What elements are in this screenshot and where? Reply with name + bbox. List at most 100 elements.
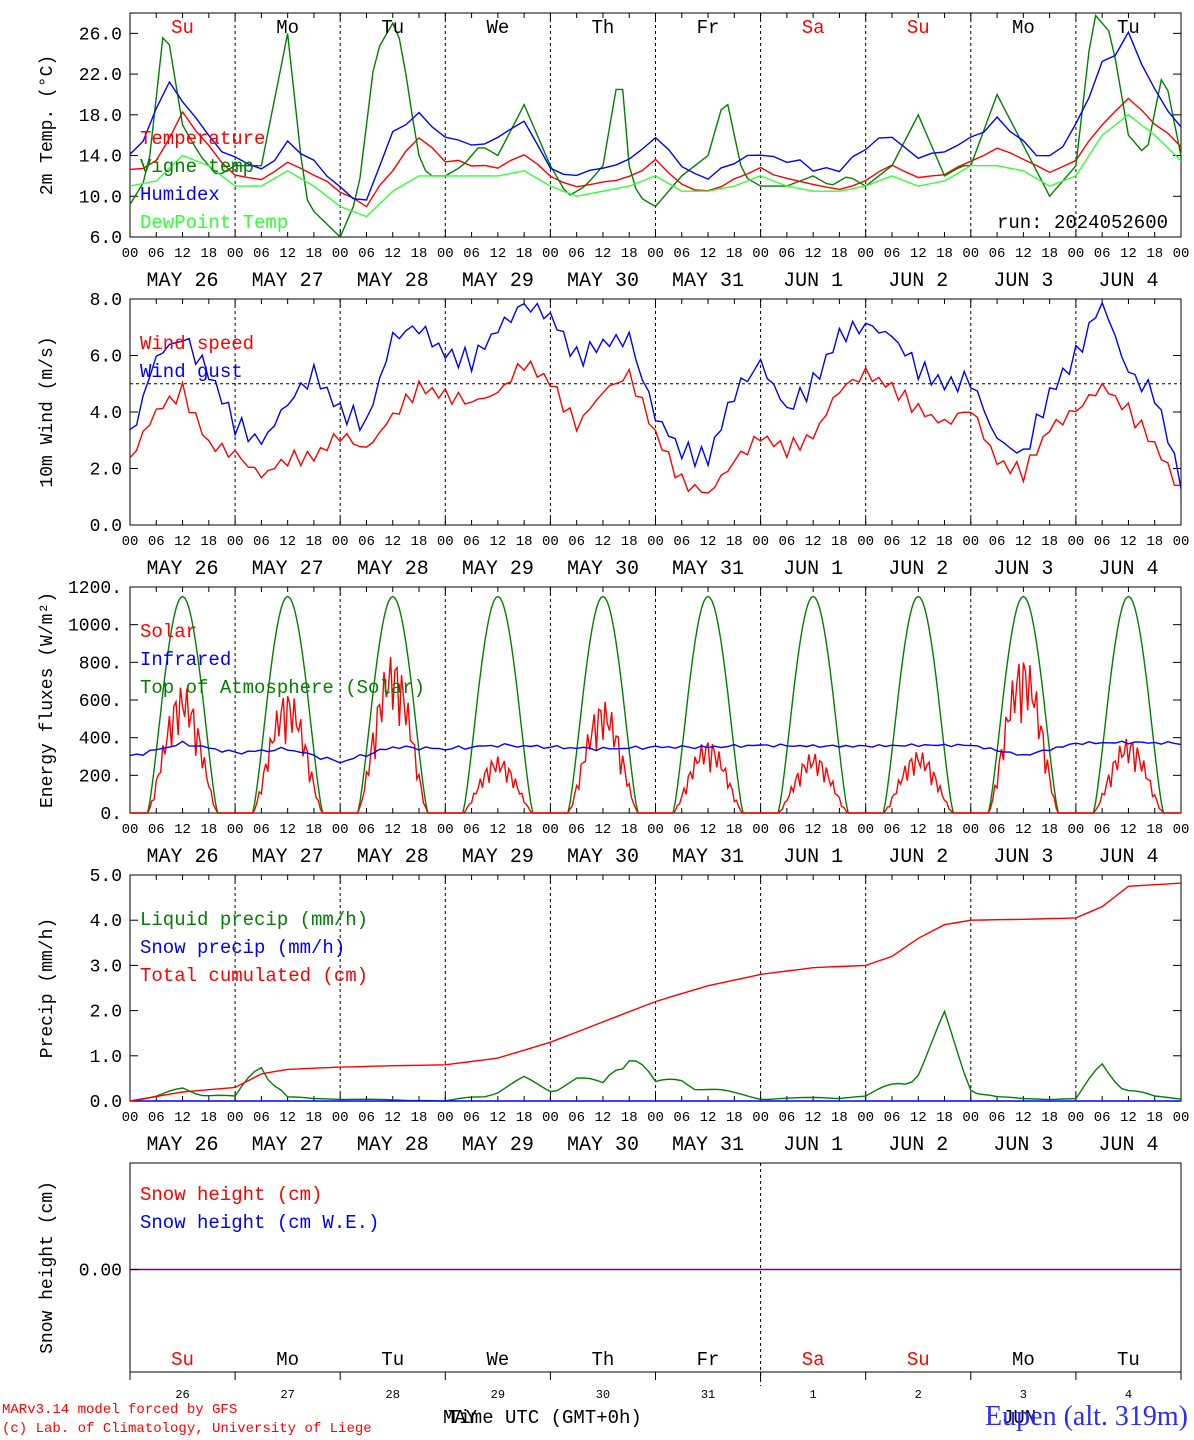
day-label: MAY 27 (252, 846, 324, 869)
hour-tick-label: 12 (805, 1110, 822, 1126)
hour-tick-label: 06 (568, 822, 585, 838)
day-number-label: 3 (1020, 1388, 1027, 1402)
hour-tick-label: 06 (778, 246, 795, 262)
hour-tick-label: 12 (910, 1110, 927, 1126)
y-axis-label-1: 2m Temp. (°C) (38, 55, 58, 195)
series-line-wind-speed (129, 359, 1182, 494)
day-label: MAY 26 (147, 270, 219, 293)
day-label: JUN 4 (1098, 1134, 1158, 1157)
hour-tick-label: 18 (936, 1110, 953, 1126)
hour-tick-label: 00 (542, 1110, 559, 1126)
y-tick-label: 4.0 (90, 404, 122, 424)
day-label: MAY 31 (672, 846, 744, 869)
hour-tick-label: 06 (463, 822, 480, 838)
weekday-label: Mo (1012, 1349, 1035, 1371)
day-number-label: 31 (701, 1388, 715, 1402)
y-tick-label: 3.0 (90, 957, 122, 977)
hour-tick-label: 12 (174, 1110, 191, 1126)
hour-tick-label: 00 (962, 1110, 979, 1126)
y-tick-label: 0. (100, 805, 122, 825)
hour-tick-label: 12 (805, 822, 822, 838)
hour-tick-label: 06 (1094, 822, 1111, 838)
hour-tick-label: 06 (148, 246, 165, 262)
hour-tick-label: 18 (306, 246, 323, 262)
hour-tick-label: 00 (857, 1110, 874, 1126)
day-label: MAY 31 (672, 270, 744, 293)
legend-infrared: Infrared (140, 649, 231, 671)
hour-tick-label: 12 (700, 246, 717, 262)
hour-tick-label: 18 (1146, 534, 1163, 550)
y-tick-label: 18.0 (79, 107, 122, 127)
hour-tick-label: 18 (1041, 1110, 1058, 1126)
x-axis-title: Time UTC (GMT+0h) (448, 1407, 642, 1429)
day-label: MAY 27 (252, 558, 324, 581)
day-label: MAY 27 (252, 270, 324, 293)
series-line-solar (130, 657, 1181, 814)
day-label: JUN 1 (783, 846, 843, 869)
legend-liquid-precip-mm-h-: Liquid precip (mm/h) (140, 909, 368, 931)
hour-tick-label: 18 (1146, 822, 1163, 838)
hour-tick-label: 00 (542, 534, 559, 550)
hour-tick-label: 18 (200, 246, 217, 262)
y-tick-label: 6.0 (90, 229, 122, 249)
hour-tick-label: 18 (1041, 534, 1058, 550)
legend-wind-speed: Wind speed (140, 333, 254, 355)
weekday-label: Mo (276, 1349, 299, 1371)
day-label: MAY 30 (567, 846, 639, 869)
hour-tick-label: 18 (831, 246, 848, 262)
hour-tick-label: 12 (279, 534, 296, 550)
hour-tick-label: 00 (227, 246, 244, 262)
weekday-label: Tu (381, 1349, 404, 1371)
day-label: MAY 31 (672, 558, 744, 581)
hour-tick-label: 00 (542, 822, 559, 838)
hour-tick-label: 06 (884, 822, 901, 838)
weekday-label: Fr (697, 17, 720, 39)
hour-tick-label: 06 (148, 534, 165, 550)
day-label: JUN 1 (783, 558, 843, 581)
day-number-label: 2 (915, 1388, 922, 1402)
y-tick-label: 6.0 (90, 348, 122, 368)
hour-tick-label: 18 (1041, 822, 1058, 838)
y-axis-label-2: 10m Wind (m/s) (38, 336, 58, 487)
hour-tick-label: 06 (1094, 246, 1111, 262)
hour-tick-label: 12 (384, 246, 401, 262)
hour-tick-label: 12 (595, 534, 612, 550)
hour-tick-label: 18 (516, 534, 533, 550)
hour-tick-label: 12 (805, 534, 822, 550)
day-label: MAY 28 (357, 558, 429, 581)
weekday-label: Su (171, 17, 194, 39)
weekday-label: Su (171, 1349, 194, 1371)
weekday-label: Su (907, 17, 930, 39)
hour-tick-label: 00 (1067, 246, 1084, 262)
hour-tick-label: 00 (122, 534, 139, 550)
hour-tick-label: 18 (831, 534, 848, 550)
hour-tick-label: 00 (332, 822, 349, 838)
hour-tick-label: 00 (647, 822, 664, 838)
hour-tick-label: 12 (384, 534, 401, 550)
weekday-label: Fr (697, 1349, 720, 1371)
hour-tick-label: 06 (1094, 1110, 1111, 1126)
hour-tick-label: 12 (174, 534, 191, 550)
hour-tick-label: 00 (122, 1110, 139, 1126)
day-label: MAY 26 (147, 1134, 219, 1157)
day-label: MAY 29 (462, 1134, 534, 1157)
hour-tick-label: 00 (437, 246, 454, 262)
hour-tick-label: 12 (805, 246, 822, 262)
hour-tick-label: 06 (358, 534, 375, 550)
hour-tick-label: 00 (647, 534, 664, 550)
day-label: JUN 4 (1098, 558, 1158, 581)
weekday-label: Mo (1012, 17, 1035, 39)
day-number-label: 27 (280, 1388, 294, 1402)
hour-tick-label: 00 (332, 534, 349, 550)
day-number-label: 28 (386, 1388, 400, 1402)
hour-tick-label: 06 (358, 246, 375, 262)
day-label: MAY 28 (357, 270, 429, 293)
hour-tick-label: 06 (884, 534, 901, 550)
hour-tick-label: 18 (726, 1110, 743, 1126)
hour-tick-label: 18 (306, 534, 323, 550)
hour-tick-label: 18 (936, 534, 953, 550)
hour-tick-label: 00 (1067, 1110, 1084, 1126)
hour-tick-label: 00 (542, 246, 559, 262)
hour-tick-label: 12 (384, 822, 401, 838)
hour-tick-label: 12 (910, 246, 927, 262)
